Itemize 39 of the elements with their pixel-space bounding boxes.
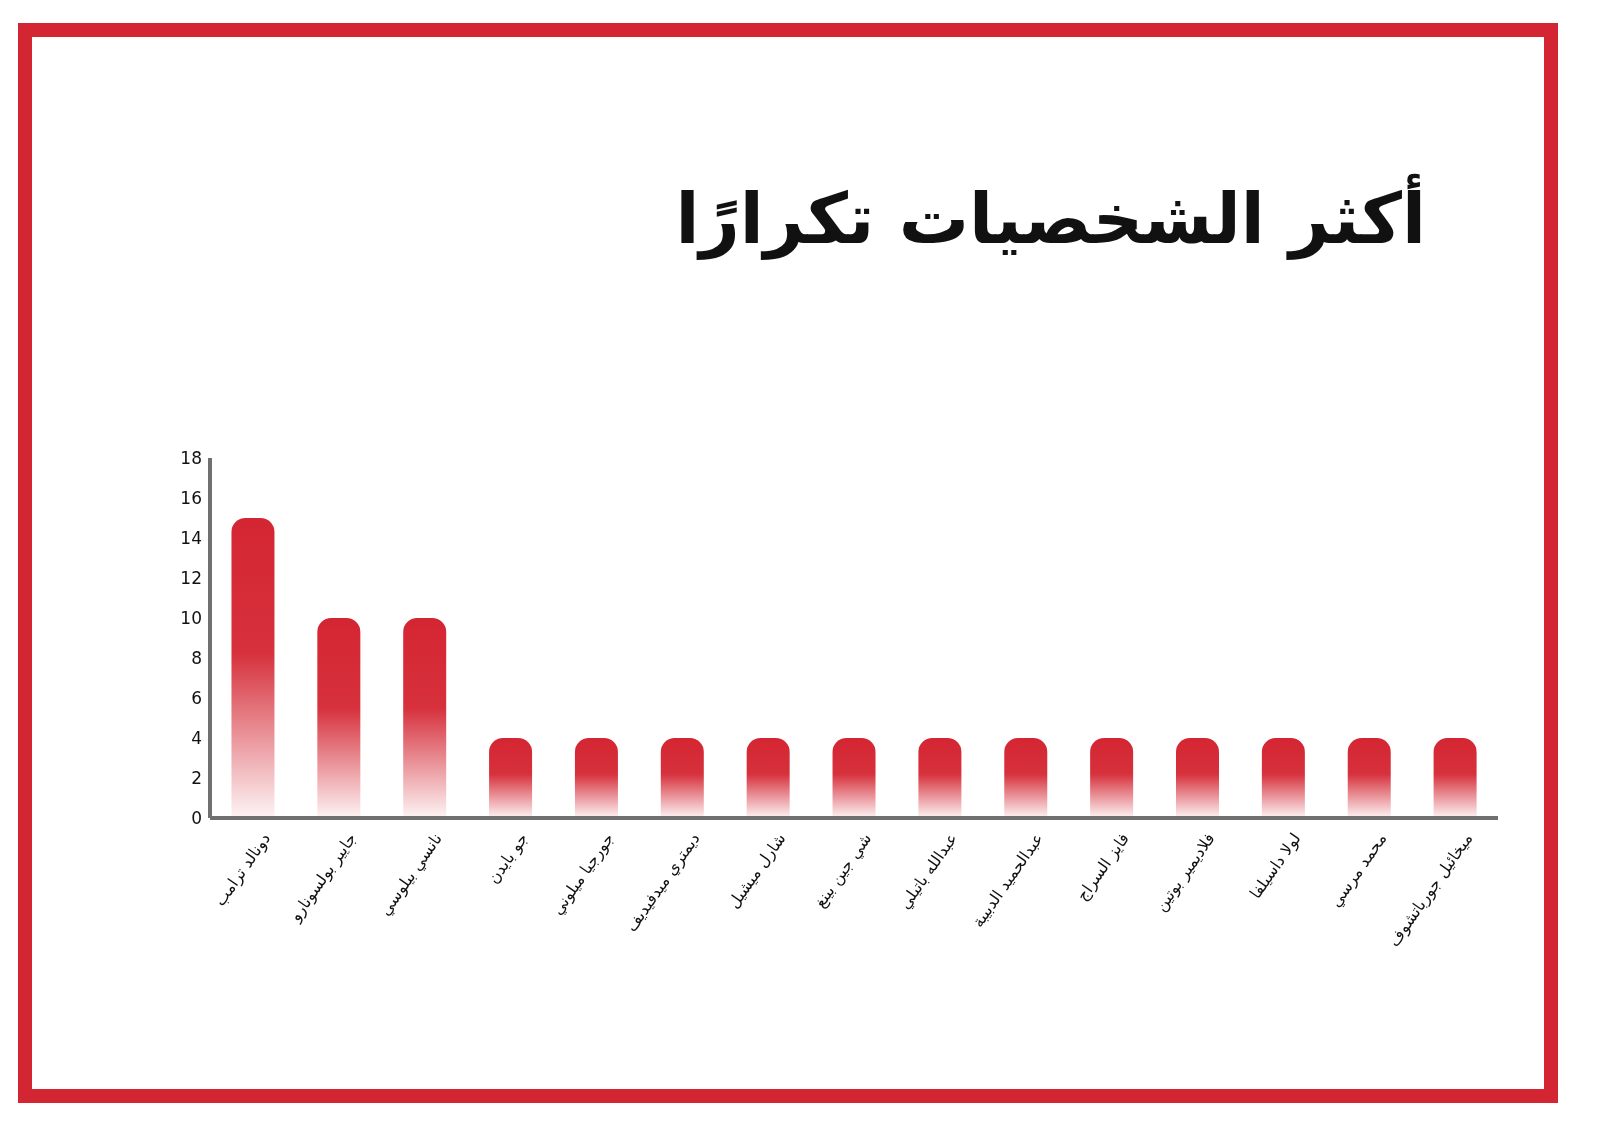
- bar: [1347, 738, 1391, 818]
- y-tick-label: 6: [191, 688, 202, 709]
- bar: [1090, 738, 1134, 818]
- bar: [1176, 738, 1219, 818]
- x-tick-label: فلاديمير بوتين: [1151, 829, 1220, 916]
- x-tick-label: جايير بولسونارو: [284, 829, 361, 926]
- x-tick-label: لولا داسيلفا: [1245, 829, 1306, 903]
- x-tick-label: عبدالحميد الدبيبة: [968, 829, 1048, 931]
- bar: [403, 618, 447, 818]
- y-tick-label: 14: [180, 528, 202, 549]
- x-tick-label: دونالد ترامب: [210, 829, 276, 911]
- x-tick-label: عبدالله باتيلي: [894, 829, 962, 914]
- y-tick-label: 16: [180, 488, 202, 509]
- x-tick-label: جورجيا ميلوني: [547, 829, 619, 919]
- bar: [832, 738, 876, 818]
- y-tick-label: 8: [191, 648, 202, 669]
- x-tick-label: نانسي بيلوسي: [375, 829, 447, 920]
- bar: [574, 738, 618, 818]
- bar: [1261, 738, 1305, 818]
- y-tick-label: 18: [180, 448, 202, 469]
- bar: [1433, 738, 1477, 818]
- x-tick-label: ديمتري ميدفيديف: [621, 829, 705, 936]
- bar: [231, 518, 275, 818]
- bar: [918, 738, 962, 818]
- y-tick-label: 2: [191, 768, 202, 789]
- x-tick-label: فايز السراج: [1072, 829, 1134, 905]
- y-tick-label: 12: [180, 568, 202, 589]
- bar: [489, 738, 533, 818]
- x-tick-label: محمد مرسي: [1325, 829, 1392, 912]
- bar: [1004, 738, 1048, 818]
- y-tick-label: 0: [191, 808, 202, 829]
- x-tick-label: شي جين بينغ: [810, 829, 877, 912]
- bar: [660, 738, 704, 818]
- bar: [746, 738, 790, 818]
- x-tick-label: جو بايدن: [483, 829, 533, 888]
- x-tick-label: شارل ميشيل: [723, 829, 791, 913]
- y-tick-label: 10: [180, 608, 202, 629]
- y-tick-label: 4: [191, 728, 202, 749]
- bar: [317, 618, 361, 818]
